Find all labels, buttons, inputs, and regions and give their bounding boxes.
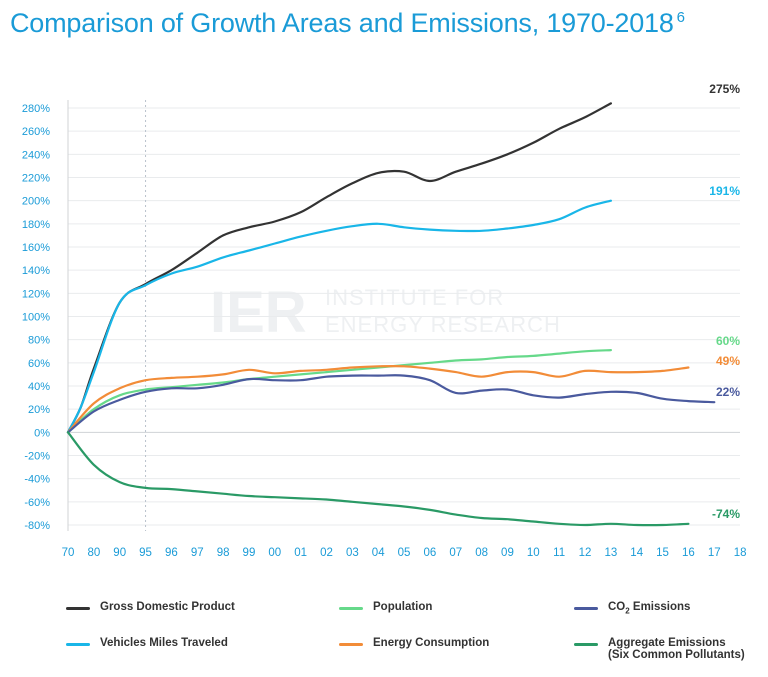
series-line-aggregate (66, 431, 690, 527)
x-tick-label: 12 (579, 547, 592, 559)
x-tick-label: 17 (708, 547, 721, 559)
end-label-energy: 49% (716, 354, 740, 368)
x-tick-label: 09 (501, 547, 514, 559)
end-label-vmt: 191% (709, 184, 740, 198)
y-tick-label: 200% (22, 196, 50, 208)
y-tick-label: -20% (24, 451, 50, 463)
series-line-energy (66, 364, 690, 434)
gridlines (67, 100, 740, 531)
end-label-gdp: 275% (709, 82, 740, 96)
y-tick-label: 60% (28, 358, 50, 370)
x-tick-label: 80 (87, 547, 100, 559)
x-tick-label: 98 (217, 547, 230, 559)
y-tick-label: 80% (28, 335, 50, 347)
series-line-gdp (66, 102, 612, 434)
y-tick-label: 160% (22, 242, 50, 254)
end-labels: 275% 191% 60% 49% 22% -74% (709, 82, 740, 521)
y-tick-label: 100% (22, 312, 50, 324)
y-tick-label: 180% (22, 219, 50, 231)
x-tick-label: 02 (320, 547, 333, 559)
watermark-logo: IER (210, 280, 307, 345)
watermark: IER INSTITUTE FOR ENERGY RESEARCH (210, 280, 561, 345)
series-lines (66, 102, 716, 527)
x-tick-label: 11 (553, 547, 565, 559)
x-tick-label: 03 (346, 547, 359, 559)
x-tick-label: 06 (424, 547, 437, 559)
title-footnote: 6 (676, 9, 685, 26)
x-tick-label: 07 (449, 547, 462, 559)
watermark-line2: ENERGY RESEARCH (325, 312, 561, 337)
x-tick-label: 16 (682, 547, 695, 559)
x-tick-label: 99 (243, 547, 256, 559)
chart-title: Comparison of Growth Areas and Emissions… (10, 8, 685, 39)
series-line-population (66, 349, 612, 434)
x-tick-label: 13 (604, 547, 617, 559)
end-label-aggregate: -74% (712, 507, 740, 521)
x-tick-label: 08 (475, 547, 488, 559)
end-label-co2: 22% (716, 385, 740, 399)
y-tick-label: 20% (28, 404, 50, 416)
y-tick-label: 240% (22, 149, 50, 161)
series-line-co2 (66, 374, 716, 434)
x-tick-label: 00 (268, 547, 281, 559)
series-line-vmt (66, 199, 612, 434)
x-tick-label: 70 (62, 547, 75, 559)
x-tick-label: 10 (527, 547, 540, 559)
watermark-line1: INSTITUTE FOR (325, 285, 504, 310)
x-tick-label: 97 (191, 547, 204, 559)
x-tick-label: 95 (139, 547, 152, 559)
y-tick-label: 140% (22, 265, 50, 277)
x-tick-label: 18 (734, 547, 747, 559)
x-tick-label: 14 (630, 547, 643, 559)
x-tick-label: 15 (656, 547, 669, 559)
x-tick-label: 90 (113, 547, 126, 559)
chart-title-text: Comparison of Growth Areas and Emissions… (10, 8, 674, 38)
y-tick-label: 0% (34, 427, 50, 439)
y-tick-label: -80% (24, 520, 50, 532)
y-axis-ticks: 280% 260% 240% 220% 200% 180% 160% 140% 120% 100%… (22, 103, 50, 532)
y-tick-label: 40% (28, 381, 50, 393)
y-tick-label: 220% (22, 173, 50, 185)
y-tick-label: -40% (24, 474, 50, 486)
x-tick-label: 96 (165, 547, 178, 559)
y-tick-label: 120% (22, 288, 50, 300)
x-tick-label: 04 (372, 547, 385, 559)
x-tick-label: 05 (398, 547, 411, 559)
y-tick-label: 280% (22, 103, 50, 115)
x-axis-ticks: 70 80 90 95 96 97 98 99 00 01 02 03 04 05 06 07 08 09 10 11… (62, 547, 747, 559)
y-tick-label: -60% (24, 497, 50, 509)
end-label-population: 60% (716, 334, 740, 348)
y-tick-label: 260% (22, 126, 50, 138)
x-tick-label: 01 (294, 547, 307, 559)
